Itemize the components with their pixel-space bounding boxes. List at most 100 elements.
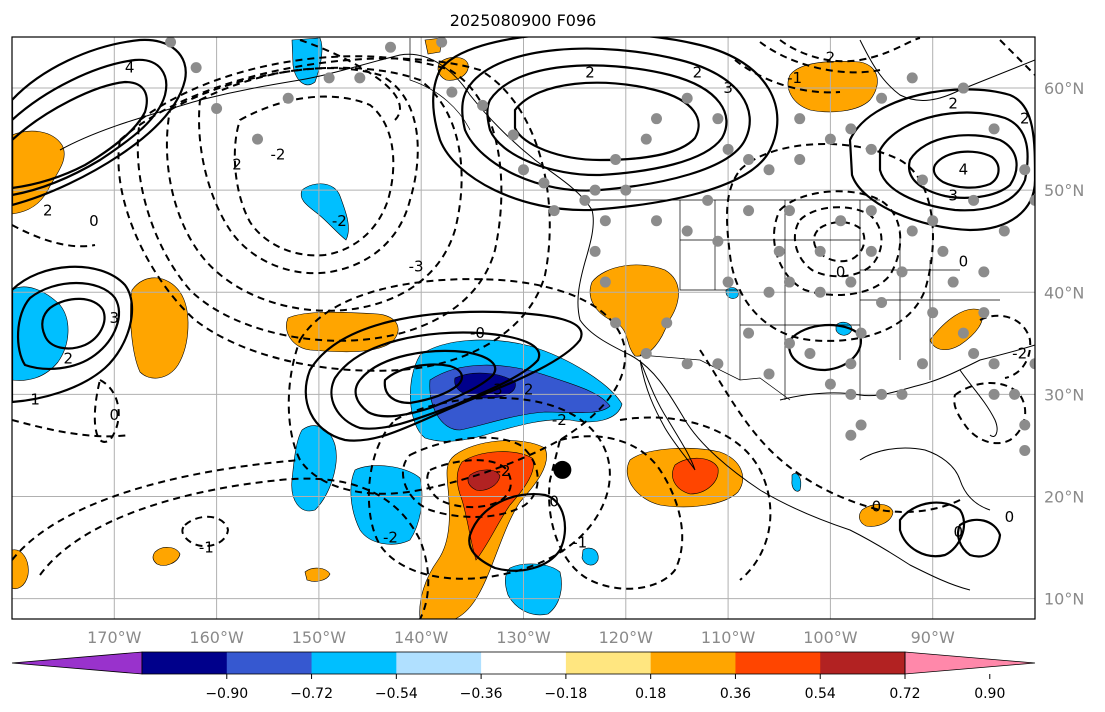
station-dot	[865, 205, 877, 217]
station-dot	[957, 82, 969, 94]
station-dot	[712, 358, 724, 370]
contour-label: 2	[948, 94, 958, 112]
station-dot	[1009, 388, 1021, 400]
lat-tick-label: 60°N	[1044, 79, 1084, 98]
target-marker-icon	[553, 460, 572, 479]
colorbar-tick-label: 0.18	[635, 686, 666, 702]
coastline-gulf	[779, 344, 1035, 401]
station-dot	[845, 123, 857, 135]
colorbar-segment	[396, 652, 482, 674]
contour-line	[330, 331, 541, 430]
contour-line	[12, 38, 187, 207]
lat-tick-label: 10°N	[1044, 590, 1084, 609]
station-dot	[988, 123, 1000, 135]
contour-label: -1	[572, 533, 587, 551]
station-dot	[1060, 307, 1071, 318]
coastlines	[59, 39, 1035, 591]
contour-line	[788, 323, 863, 372]
shade-patch	[12, 286, 69, 381]
station-dot	[855, 327, 867, 339]
contour-line	[12, 419, 131, 438]
contour-label: -1	[25, 390, 40, 408]
contour-label: 0	[549, 493, 559, 511]
shade-patch	[581, 547, 599, 566]
contour-line	[41, 297, 106, 350]
longitude-axis: 170°W 160°W 150°W 140°W 130°W 120°W 110°W 100°W…	[87, 628, 955, 647]
contour-label: -2	[1012, 345, 1027, 363]
station-dot	[906, 72, 918, 84]
shade-patch	[672, 457, 719, 495]
map-gridlines	[12, 37, 1035, 619]
station-dot	[446, 86, 458, 98]
colorbar-tick-label: −0.54	[375, 686, 418, 702]
shade-patch	[350, 465, 423, 545]
contour-line	[12, 80, 148, 190]
contour-label: -2	[270, 145, 285, 163]
contour-label: 0	[872, 498, 882, 516]
coastline-hudson	[859, 39, 1035, 101]
contour-label: 2	[585, 64, 595, 82]
contour-label: -0	[470, 324, 485, 342]
contour-label: 2	[693, 64, 703, 82]
colorbar-extend-high	[904, 651, 1036, 675]
station-dot	[518, 164, 529, 176]
lon-tick-label: 110°W	[701, 628, 756, 647]
contour-line	[304, 310, 583, 442]
station-dot	[783, 205, 795, 217]
contour-label: 2	[63, 350, 73, 368]
contour-label: -2	[383, 528, 398, 546]
lon-tick-label: 150°W	[292, 628, 347, 647]
contour-label: 2	[1020, 110, 1030, 128]
colorbar-segment	[820, 652, 906, 674]
station-dot	[845, 358, 857, 370]
station-dot	[589, 184, 601, 196]
contour-line	[233, 95, 395, 257]
contour-label: 3	[110, 309, 120, 327]
station-dot	[927, 215, 939, 227]
station-dot	[906, 225, 918, 237]
contour-line	[793, 206, 883, 278]
contour-line	[548, 435, 684, 590]
station-dot	[763, 164, 775, 176]
latitude-axis: 60°N 50°N 40°N 30°N 20°N 10°N	[1044, 79, 1084, 609]
station-dot	[282, 92, 294, 104]
contour-line	[367, 396, 611, 580]
contour-line	[953, 382, 1027, 445]
shade-patch	[130, 277, 189, 379]
station-dot	[876, 388, 888, 400]
contour-line	[426, 459, 512, 508]
colorbar-segment	[142, 652, 228, 674]
station-dot	[681, 358, 693, 370]
contour-line	[136, 55, 503, 342]
station-dot	[252, 133, 264, 145]
station-dot	[814, 245, 826, 257]
shade-patch	[300, 183, 349, 241]
station-dot	[845, 429, 857, 441]
station-dot	[916, 358, 928, 370]
contour-line	[461, 47, 751, 192]
station-dot	[988, 358, 1000, 370]
station-dot	[589, 245, 601, 257]
shade-patch	[152, 547, 181, 566]
colorbar: −0.90 −0.72 −0.54 −0.36 −0.18 0.18 0.36 0.54 0.7…	[11, 651, 1036, 702]
contour-line	[299, 39, 401, 121]
colorbar-tick-label: −0.72	[290, 686, 333, 702]
border-alaska-canada	[409, 38, 471, 131]
contour-line	[12, 265, 134, 404]
contour-label: -1	[199, 539, 214, 557]
station-dot	[845, 388, 857, 400]
station-dot	[927, 307, 939, 319]
station-dot	[190, 62, 202, 74]
shade-patch	[291, 37, 323, 86]
station-dot	[916, 174, 928, 186]
contour-line	[878, 111, 1029, 212]
station-dot	[650, 215, 662, 227]
contour-line	[165, 66, 463, 312]
station-dot	[1019, 164, 1031, 176]
coastline-baja	[639, 359, 696, 471]
contour-line	[12, 58, 168, 197]
station-dot	[1040, 236, 1051, 247]
colorbar-tick-label: 0.54	[805, 686, 836, 702]
contour-label: 2	[524, 380, 534, 398]
lat-tick-label: 50°N	[1044, 181, 1084, 200]
